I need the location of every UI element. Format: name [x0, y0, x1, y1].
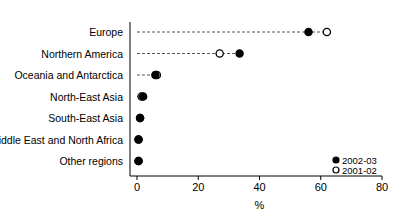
legend-marker: [333, 167, 339, 173]
category-label: South-East Asia: [48, 112, 123, 124]
x-tick: [259, 176, 260, 180]
leader-line: [137, 53, 240, 54]
x-axis-label: %: [255, 199, 265, 211]
x-tick: [382, 176, 383, 180]
dot: [323, 28, 330, 35]
category-label: Oceania and Antarctica: [14, 69, 123, 81]
category-label: North-East Asia: [50, 91, 123, 103]
legend-label: 2001-02: [342, 165, 377, 176]
dot: [305, 28, 312, 35]
x-tick: [137, 176, 138, 180]
x-tick-label: 20: [192, 181, 204, 193]
dot: [140, 93, 147, 100]
chart: 0 20 40 60 80% Europe Northern America Oceania …: [0, 0, 401, 218]
dot: [135, 136, 142, 143]
leader-line: [137, 32, 327, 33]
y-axis: [130, 22, 131, 176]
category-label: Other regions: [59, 155, 123, 167]
dot: [135, 157, 142, 164]
dot: [136, 114, 143, 121]
x-tick-label: 80: [376, 181, 388, 193]
dot: [152, 71, 159, 78]
x-tick: [198, 176, 199, 180]
dot: [216, 50, 223, 57]
dot: [135, 136, 142, 143]
x-tick-label: 0: [134, 181, 140, 193]
marks: [135, 28, 331, 164]
x-tick: [320, 176, 321, 180]
dot: [136, 114, 143, 121]
x-tick-label: 60: [315, 181, 327, 193]
x-tick-label: 40: [253, 181, 265, 193]
dot: [236, 50, 243, 57]
category-label: Middle East and North Africa: [0, 134, 123, 146]
dot: [135, 157, 142, 164]
legend-marker: [333, 157, 339, 163]
category-label: Europe: [89, 26, 123, 38]
x-axis: [130, 176, 382, 177]
category-label: Northern America: [41, 48, 123, 60]
